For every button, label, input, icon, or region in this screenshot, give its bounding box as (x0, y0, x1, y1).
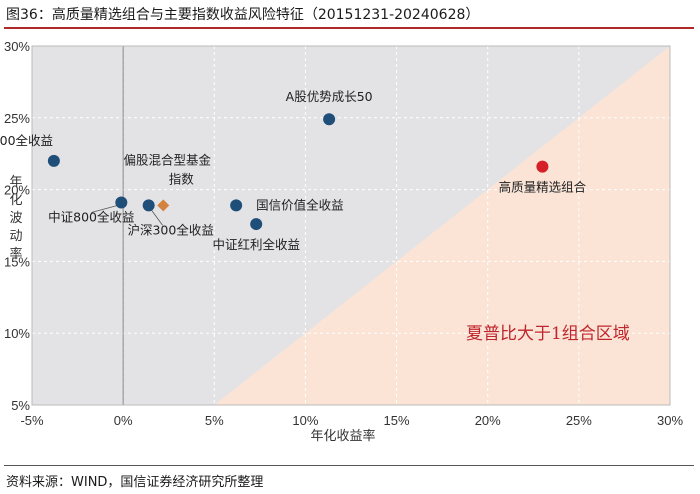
title-rule (4, 27, 694, 29)
y-tick-label: 10% (4, 326, 30, 341)
source-rule (4, 465, 694, 466)
data-point (142, 199, 155, 212)
x-tick-label: 30% (657, 413, 683, 428)
y-tick-label: 5% (11, 398, 30, 413)
plot-border (31, 45, 671, 406)
figure-title: 图36：高质量精选组合与主要指数收益风险特征（20151231-20240628… (6, 7, 480, 23)
data-point-diamond (157, 199, 170, 212)
data-point (250, 218, 263, 231)
y-tick-label: 25% (4, 111, 30, 126)
y-tick-label: 15% (4, 254, 30, 269)
x-tick-label: 20% (475, 413, 501, 428)
point-label: 中证500全收益 (0, 133, 53, 148)
source-note: 资料来源：WIND，国信证券经济研究所整理 (6, 475, 264, 490)
data-point (47, 154, 60, 167)
y-axis-title: 年化波动率 (9, 175, 22, 262)
y-tick-label: 20% (4, 183, 30, 198)
label-leader-line (151, 210, 163, 226)
y-tick-label: 30% (4, 39, 30, 54)
data-point (115, 196, 128, 209)
point-label: 高质量精选组合 (499, 180, 587, 195)
x-tick-label: 25% (566, 413, 592, 428)
x-axis-title: 年化收益率 (310, 428, 375, 444)
label-leader-line (91, 205, 118, 213)
x-tick-label: 5% (205, 413, 224, 428)
point-label: 中证800全收益 (48, 210, 134, 225)
point-label: 沪深300全收益 (127, 222, 213, 237)
point-label: A股优势成长50 (286, 89, 373, 104)
point-label: 国信价值全收益 (256, 197, 344, 212)
x-tick-label: 15% (384, 413, 410, 428)
point-label: 偏股混合型基金指数 (123, 152, 211, 186)
x-tick-label: 10% (292, 413, 318, 428)
data-point (230, 199, 243, 212)
sharpe-region (214, 46, 671, 405)
data-point (536, 160, 549, 173)
point-label: 中证红利全收益 (212, 237, 300, 252)
data-point (323, 113, 336, 126)
region-label: 夏普比大于1组合区域 (466, 324, 630, 344)
x-tick-label: -5% (20, 413, 44, 428)
x-tick-label: 0% (114, 413, 133, 428)
